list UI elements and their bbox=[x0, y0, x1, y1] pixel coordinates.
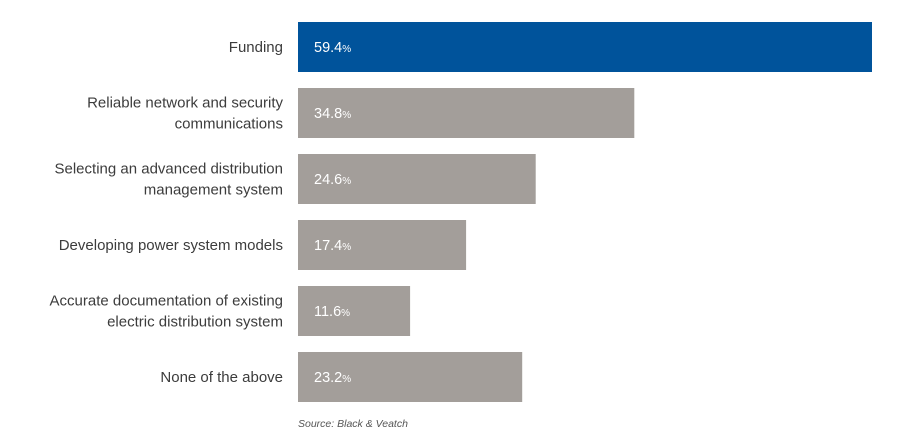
category-label-funding: Funding bbox=[229, 39, 283, 56]
value-labels: 59.4% 34.8% 24.6% 17.4% 11.6% 23.2% bbox=[314, 40, 351, 386]
bar-developing-power-system-models bbox=[298, 220, 467, 270]
value-label-funding: 59.4% bbox=[314, 40, 351, 56]
bar-none-of-the-above bbox=[298, 352, 523, 402]
category-label-accurate-documentation-of-existing-electric-distribution-system: Accurate documentation of existing electr… bbox=[50, 293, 283, 331]
category-label-developing-power-system-models: Developing power system models bbox=[59, 237, 283, 254]
category-label-none-of-the-above: None of the above bbox=[160, 369, 283, 386]
bar-funding bbox=[298, 22, 872, 72]
value-label-reliable-network-and-security-communications: 34.8% bbox=[314, 106, 351, 122]
chart-source-note: Source: Black & Veatch bbox=[298, 418, 408, 430]
bars-layer bbox=[298, 22, 872, 402]
category-label-reliable-network-and-security-communications: Reliable network and security communicati… bbox=[87, 95, 283, 133]
bar-reliable-network-and-security-communications bbox=[298, 88, 635, 138]
category-label-selecting-an-advanced-distribution-management-system: Selecting an advanced distribution manage… bbox=[55, 161, 284, 199]
bar-selecting-an-advanced-distribution-management-system bbox=[298, 154, 536, 204]
bar-accurate-documentation-of-existing-electric-distribution-system bbox=[298, 286, 411, 336]
value-label-accurate-documentation-of-existing-electric-distribution-system: 11.6% bbox=[314, 304, 350, 320]
value-label-developing-power-system-models: 17.4% bbox=[314, 238, 351, 254]
value-label-selecting-an-advanced-distribution-management-system: 24.6% bbox=[314, 172, 351, 188]
category-labels: Funding Reliable network and security comm… bbox=[50, 39, 284, 386]
value-label-none-of-the-above: 23.2% bbox=[314, 370, 351, 386]
